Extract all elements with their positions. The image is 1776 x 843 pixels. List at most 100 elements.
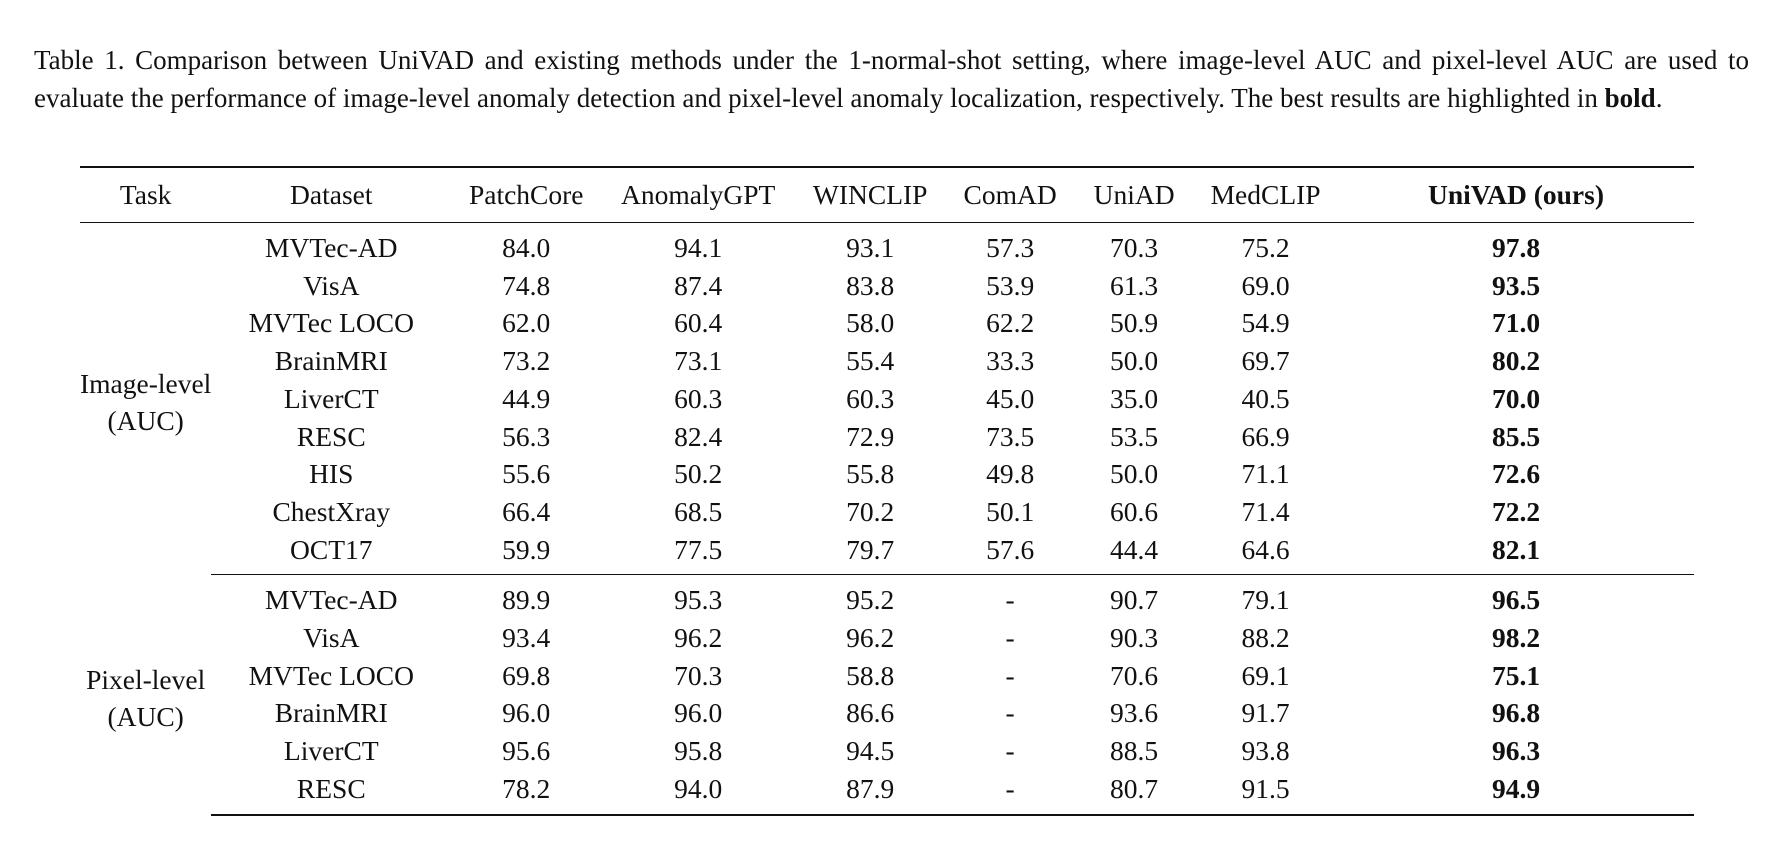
patchcore-cell: 44.9 (502, 382, 551, 414)
header-uniad: UniAD (1075, 166, 1194, 223)
winclip-cell: 72.9 (846, 420, 895, 452)
uniad-cell: 53.5 (1110, 420, 1159, 452)
table-row: VisA 74.8 87.4 83.8 53.9 61.3 69.0 93.5 (80, 267, 1694, 305)
task-label: Pixel-level (86, 663, 206, 695)
comad-cell: 50.1 (986, 495, 1035, 527)
medclip-cell: 54.9 (1241, 307, 1290, 339)
dataset-cell: OCT17 (211, 530, 452, 576)
winclip-cell: 95.2 (846, 584, 895, 616)
dataset-cell: LiverCT (283, 382, 379, 414)
anomalygpt-cell: 87.4 (674, 269, 723, 301)
winclip-cell: 94.5 (846, 735, 895, 767)
anomalygpt-cell: 68.5 (674, 495, 723, 527)
patchcore-cell: 78.2 (451, 769, 602, 816)
anomalygpt-cell: 96.0 (674, 697, 723, 729)
task-cell: Image-level (AUC) (80, 223, 211, 575)
table-row: OCT17 59.9 77.5 79.7 57.6 44.4 64.6 82.1 (80, 530, 1694, 576)
table-caption: Table 1. Comparison between UniVAD and e… (34, 41, 1749, 117)
dataset-cell: BrainMRI (274, 345, 388, 377)
medclip-cell: 88.2 (1241, 622, 1290, 654)
comad-cell: 53.9 (986, 269, 1035, 301)
dataset-cell: LiverCT (283, 735, 379, 767)
patchcore-cell: 96.0 (502, 697, 551, 729)
header-task: Task (80, 166, 212, 223)
winclip-cell: 83.8 (846, 269, 895, 301)
comad-cell: - (1005, 735, 1015, 767)
winclip-cell: 55.4 (846, 345, 895, 377)
winclip-cell: 70.2 (846, 495, 895, 527)
anomalygpt-cell: 82.4 (674, 420, 723, 452)
univad-cell: 71.0 (1491, 307, 1541, 339)
dataset-cell: VisA (303, 622, 360, 654)
uniad-cell: 88.5 (1110, 735, 1159, 767)
header-row: Task Dataset PatchCore AnomalyGPT WINCLI… (80, 166, 1694, 223)
medclip-cell: 69.7 (1241, 345, 1290, 377)
medclip-cell: 71.1 (1241, 458, 1290, 490)
dataset-cell: MVTec LOCO (248, 307, 414, 339)
table-header: Task Dataset PatchCore AnomalyGPT WINCLI… (80, 166, 1694, 223)
medclip-cell: 79.1 (1241, 584, 1290, 616)
winclip-cell: 79.7 (795, 530, 946, 576)
comad-cell: 57.6 (945, 530, 1076, 576)
dataset-cell: VisA (303, 269, 360, 301)
dataset-cell: BrainMRI (274, 697, 388, 729)
winclip-cell: 55.8 (846, 458, 895, 490)
medclip-cell: 91.7 (1241, 697, 1290, 729)
univad-cell: 98.2 (1491, 622, 1541, 654)
patchcore-cell: 59.9 (451, 530, 602, 576)
task-label: Image-level (80, 367, 212, 399)
comad-cell: - (1005, 622, 1015, 654)
caption-suffix: . (1655, 83, 1663, 113)
medclip-cell: 64.6 (1193, 530, 1339, 576)
winclip-cell: 58.8 (846, 659, 895, 691)
uniad-cell: 60.6 (1110, 495, 1159, 527)
task-metric: (AUC) (107, 404, 184, 436)
patchcore-cell: 74.8 (502, 269, 551, 301)
uniad-cell: 93.6 (1110, 697, 1159, 729)
dataset-cell: ChestXray (272, 495, 391, 527)
header-medclip: MedCLIP (1193, 166, 1339, 223)
comad-cell: - (1005, 584, 1015, 616)
patchcore-cell: 73.2 (502, 345, 551, 377)
results-table: Task Dataset PatchCore AnomalyGPT WINCLI… (80, 166, 1694, 816)
caption-bold-word: bold (1604, 83, 1656, 113)
comad-cell: 62.2 (986, 307, 1035, 339)
task-metric: (AUC) (107, 700, 184, 732)
comad-cell: - (1005, 659, 1015, 691)
univad-cell: 75.1 (1491, 659, 1541, 691)
table-row: RESC 78.2 94.0 87.9-80.7 91.5 94.9 (80, 769, 1694, 816)
header-winclip: WINCLIP (795, 166, 946, 223)
winclip-cell: 87.9 (795, 769, 946, 816)
table-row: LiverCT 44.9 60.3 60.3 45.0 35.0 40.5 70.0 (80, 380, 1694, 418)
medclip-cell: 75.2 (1241, 232, 1290, 263)
anomalygpt-cell: 50.2 (674, 458, 723, 490)
uniad-cell: 44.4 (1075, 530, 1194, 576)
table-row: MVTec LOCO 62.0 60.4 58.0 62.2 50.9 54.9 71.0 (80, 304, 1694, 342)
anomalygpt-cell: 95.3 (674, 584, 723, 616)
anomalygpt-cell: 95.8 (674, 735, 723, 767)
dataset-cell: RESC (296, 420, 366, 452)
caption-text: Table 1. Comparison between UniVAD and e… (34, 45, 1749, 113)
table-row: HIS 55.6 50.2 55.8 49.8 50.0 71.1 72.6 (80, 455, 1694, 493)
medclip-cell: 69.1 (1241, 659, 1290, 691)
uniad-cell: 70.6 (1110, 659, 1159, 691)
medclip-cell: 71.4 (1241, 495, 1290, 527)
pixel-level-group: Pixel-level (AUC) MVTec-AD 89.9 95.3 95.2 - 90.… (80, 575, 1694, 816)
uniad-cell: 70.3 (1110, 232, 1159, 263)
univad-cell: 94.9 (1338, 769, 1694, 816)
patchcore-cell: 95.6 (502, 735, 551, 767)
univad-cell: 85.5 (1491, 420, 1541, 452)
anomalygpt-cell: 60.4 (674, 307, 723, 339)
patchcore-cell: 93.4 (502, 622, 551, 654)
univad-cell: 96.5 (1491, 584, 1541, 616)
table-row: MVTec LOCO 69.8 70.3 58.8 - 70.6 69.1 75.1 (80, 657, 1694, 695)
header-comad: ComAD (945, 166, 1076, 223)
univad-cell: 72.2 (1491, 495, 1541, 527)
table-row: BrainMRI 96.0 96.0 86.6 - 93.6 91.7 96.8 (80, 694, 1694, 732)
table-row: ChestXray 66.4 68.5 70.2 50.1 60.6 71.4 72.2 (80, 493, 1694, 531)
table-row: Image-level (AUC) MVTec-AD 84.0 94.1 93.1 57.3… (80, 223, 1694, 436)
dataset-cell: RESC (211, 769, 452, 816)
dataset-cell: MVTec-AD (265, 232, 398, 263)
patchcore-cell: 69.8 (502, 659, 551, 691)
winclip-cell: 58.0 (846, 307, 895, 339)
